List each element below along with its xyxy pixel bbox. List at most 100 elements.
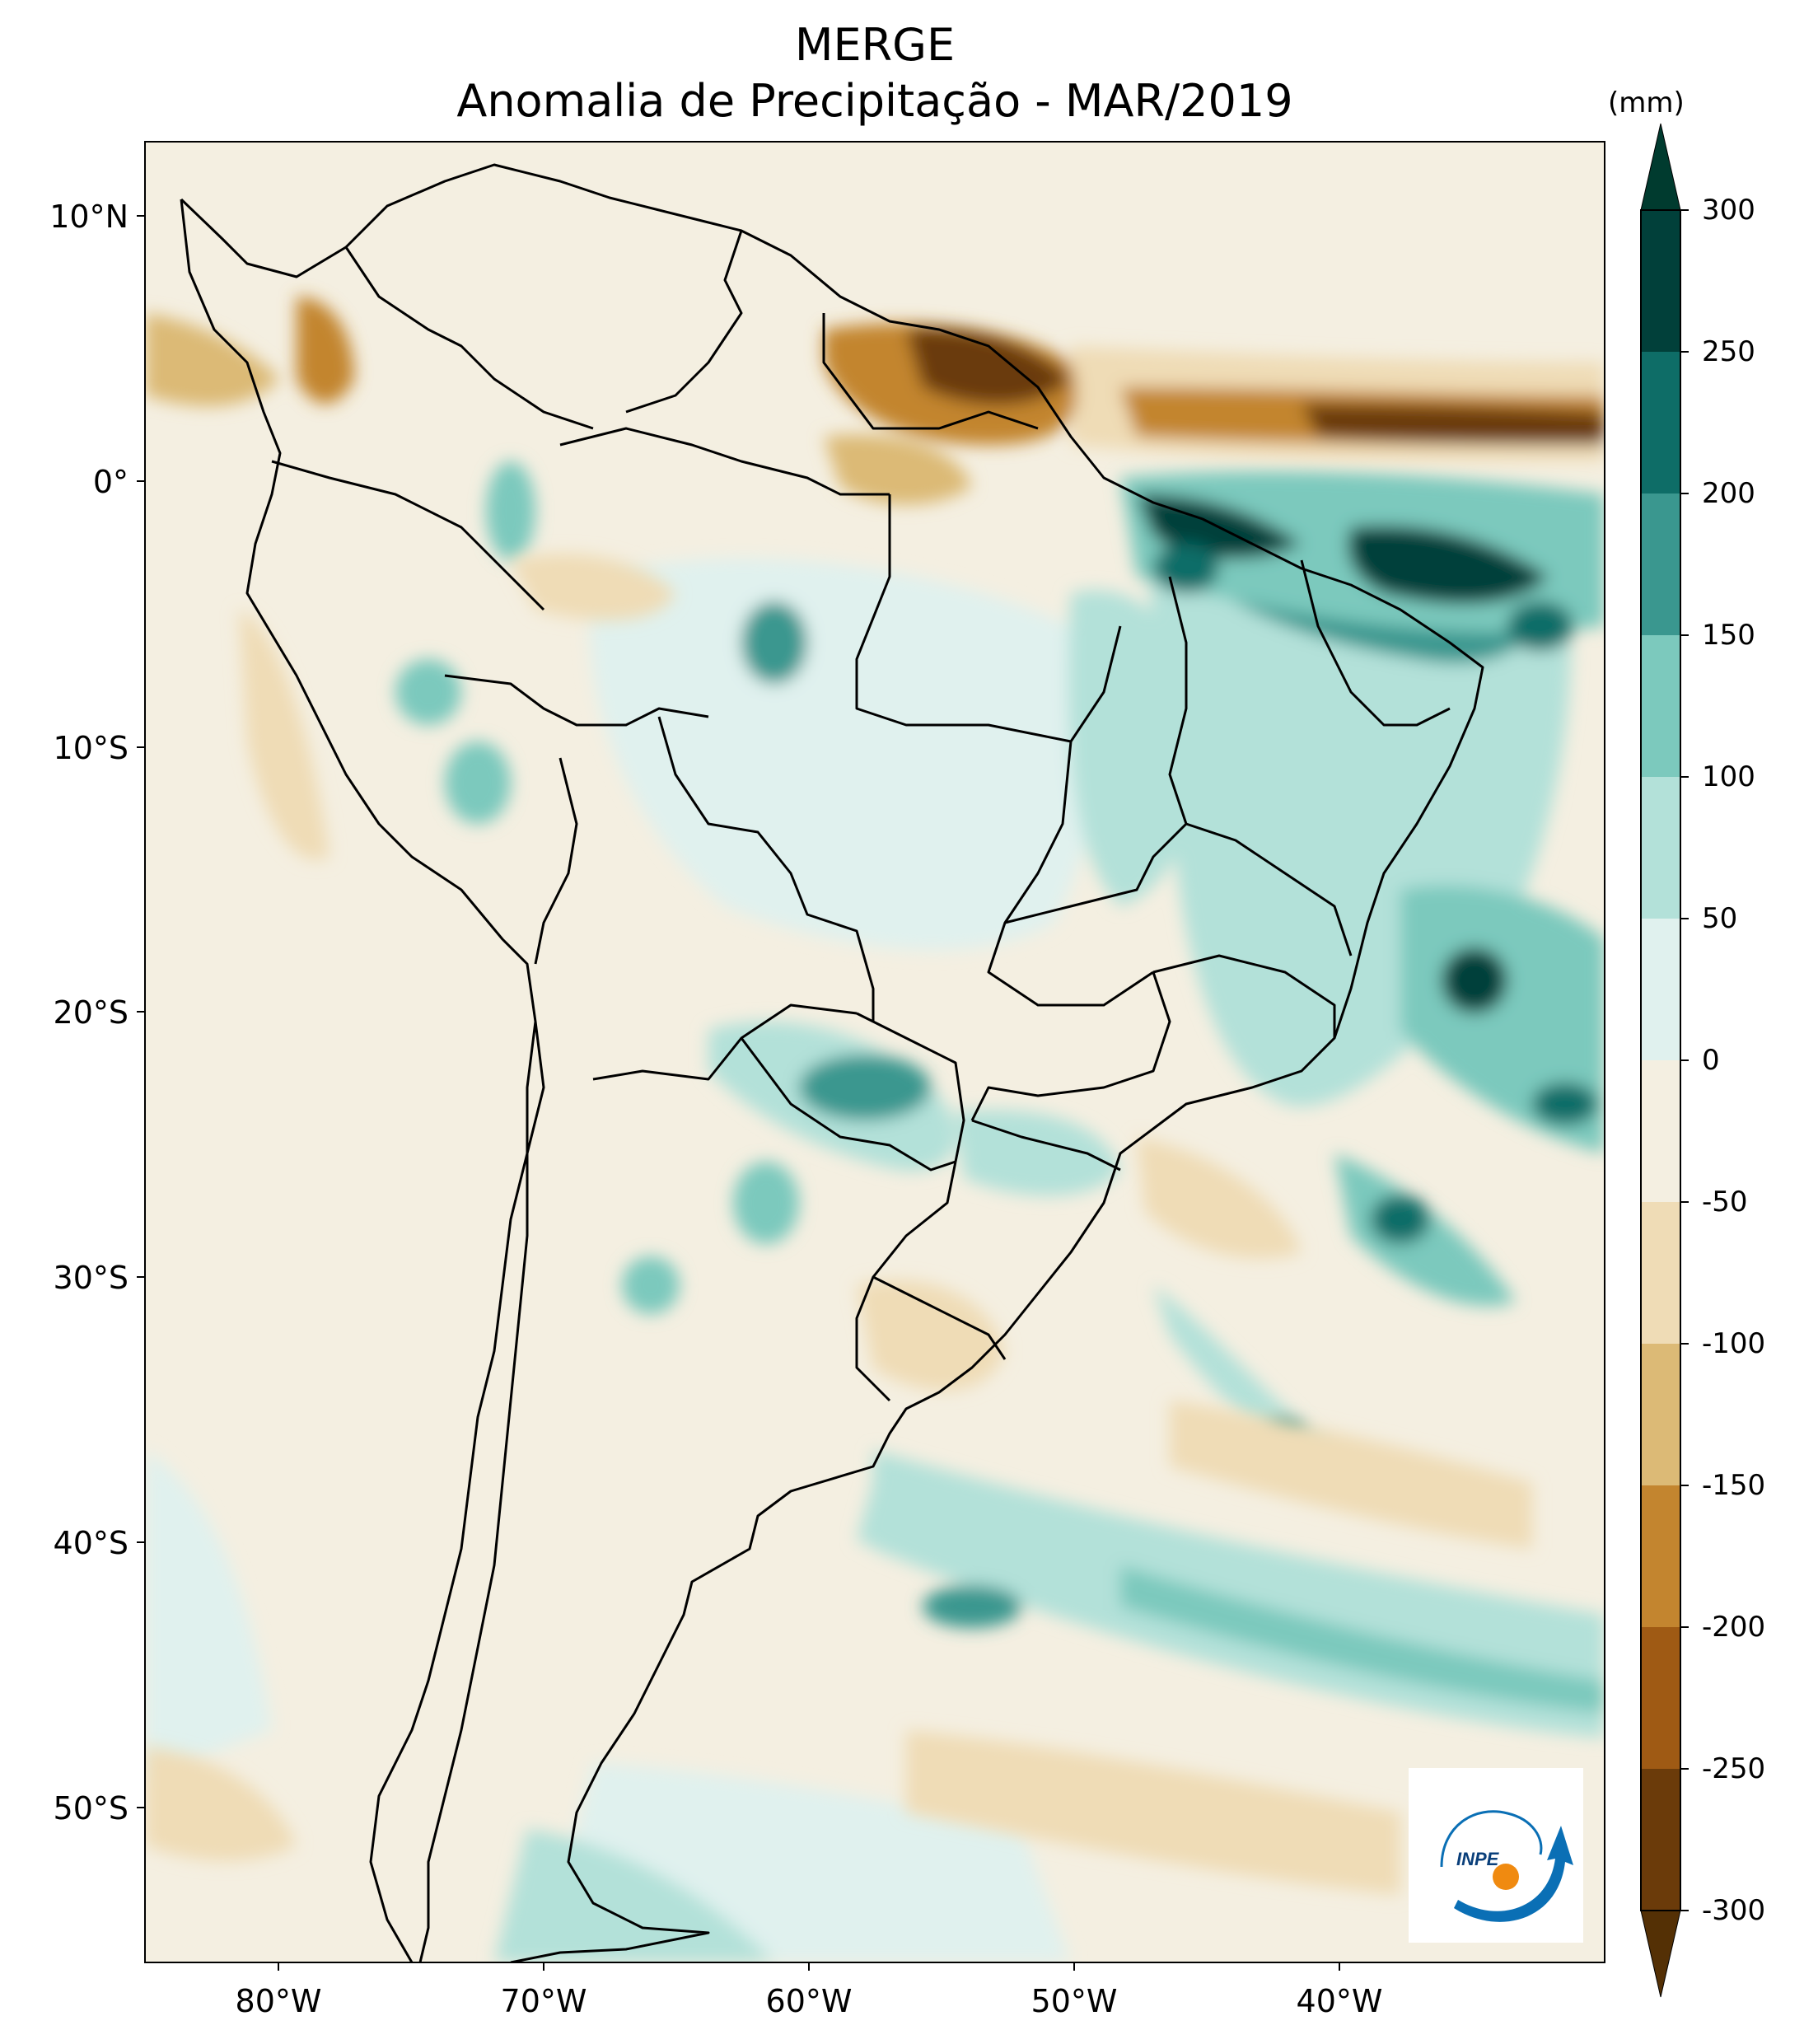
colorbar-tick-label: -50 (1702, 1186, 1748, 1218)
colorbar-segment (1641, 1627, 1680, 1770)
border-guianas (822, 313, 1039, 430)
border-colombia-venezuela (344, 246, 594, 430)
colorbar-tick-label: -100 (1702, 1327, 1766, 1360)
colorbar-tick-label: 250 (1702, 335, 1755, 368)
map-title: MERGE (794, 19, 956, 71)
wet-core-atlantic-east (1442, 947, 1507, 1013)
logo-swoosh-icon (1454, 1826, 1573, 1922)
border-brazil-goias (1004, 822, 1188, 924)
wet-spot-argentina (622, 1256, 680, 1314)
colorbar-tick-label: -200 (1702, 1611, 1766, 1644)
border-brazil-states-east (1300, 559, 1451, 727)
wet-zone-central-brazil (590, 558, 1101, 951)
wet-core-atlantic-mid (1371, 1195, 1430, 1244)
border-uruguay-brazil (872, 1275, 1007, 1360)
anomaly-fill-negative (145, 297, 1605, 1895)
wet-core-ceara-coast (1507, 601, 1573, 651)
lat-label-40s: 40°S (53, 1525, 129, 1561)
map-frame (144, 141, 1605, 1963)
dry-zone-pacific-south (145, 1747, 297, 1861)
colorbar-segment (1641, 352, 1680, 494)
border-peru-brazil (444, 674, 709, 727)
border-brazil-states-north (855, 494, 1072, 743)
south-america-coastline (180, 163, 1484, 1962)
colorbar-extend-bottom (1640, 1910, 1681, 1998)
colorbar-segment (1641, 210, 1680, 353)
map-field (145, 142, 1605, 1962)
wet-core-belem (1153, 544, 1219, 593)
border-brazil-north (559, 427, 890, 496)
wet-band-patagonia (857, 1483, 1096, 1615)
wet-spot-amazon-1 (741, 601, 807, 684)
wet-zone-southern-tip (494, 1829, 774, 1962)
lat-label-30s: 30°S (53, 1260, 129, 1296)
logo-orbit-icon (1440, 1810, 1543, 1868)
colorbar-tick-label: 150 (1702, 619, 1755, 652)
wet-spot-amazon-3 (486, 461, 535, 560)
colorbar-segment (1641, 1769, 1680, 1911)
logo-sun-icon (1493, 1864, 1519, 1890)
dry-zone-atlantic-central (1170, 1401, 1532, 1549)
dry-zone-peru-coast (239, 610, 329, 860)
lon-label-50w: 50°W (1031, 1983, 1118, 2019)
wet-spot-chaco (733, 1162, 799, 1244)
dry-zone-rio-grande-do-sul (857, 1279, 1005, 1391)
logo-text: INPE (1456, 1849, 1500, 1869)
border-peru-bolivia (534, 757, 578, 965)
wet-core-maranhao (1348, 526, 1549, 605)
colorbar-segment (1641, 1202, 1680, 1345)
dry-zone-atlantic-sw (1137, 1137, 1302, 1259)
border-venezuela-guyana (625, 230, 743, 414)
colorbar-segment (1641, 1485, 1680, 1628)
colorbar-tick-label: 300 (1702, 194, 1755, 227)
dry-zone-pacific-north (145, 313, 280, 407)
lon-label-40w: 40°W (1296, 1983, 1383, 2019)
inpe-logo: INPE (1409, 1768, 1583, 1943)
colorbar-tick-label: -150 (1702, 1469, 1766, 1502)
colorbar-extend-top (1640, 123, 1681, 211)
border-brazil-states-central (987, 625, 1154, 1007)
dry-core-north-atlantic (1302, 404, 1605, 445)
colorbar (1640, 123, 1689, 1998)
lat-label-10n: 10°N (49, 199, 129, 235)
wet-spot-patagonia (923, 1585, 1021, 1628)
lat-label-10s: 10°S (53, 730, 129, 766)
border-paraguay-argentina (740, 1037, 956, 1172)
lon-label-60w: 60°W (765, 1983, 853, 2019)
colorbar-segment (1641, 777, 1680, 919)
border-bolivia-paraguay-argentina (592, 1003, 858, 1081)
dry-zone-atlantic-far-south (906, 1730, 1400, 1895)
dry-zone-colombia-coast (297, 297, 354, 404)
lat-ticks (137, 215, 145, 1808)
border-brazil-states-southeast (970, 971, 1171, 1121)
border-brazil-states-sp-mg (1152, 954, 1336, 1038)
colorbar-unit: (mm) (1608, 87, 1685, 119)
wet-zone-uruguay (956, 1110, 1120, 1196)
border-colombia-peru-ecuador (271, 460, 545, 611)
colorbar-segment (1641, 1060, 1680, 1203)
dry-zone-amazon-west (511, 554, 675, 621)
wet-band-atlantic-south (1153, 1285, 1334, 1453)
colorbar-tick-label: 50 (1702, 902, 1738, 935)
colorbar-segment (1641, 635, 1680, 778)
dry-core-guianas (906, 328, 1071, 405)
colorbar-segment (1641, 919, 1680, 1061)
wet-spot-acre (395, 659, 461, 725)
lon-label-80w: 80°W (235, 1983, 322, 2019)
border-paraguay-brazil (856, 1012, 965, 1162)
colorbar-tick-label: -300 (1702, 1894, 1766, 1927)
lat-label-50s: 50°S (53, 1790, 129, 1827)
lat-label-20s: 20°S (53, 994, 129, 1031)
border-chile-argentina (418, 1021, 537, 1962)
colorbar-tick-label: -250 (1702, 1752, 1766, 1785)
wet-spot-amazon-2 (445, 741, 511, 824)
dry-zone-roraima (824, 434, 972, 505)
border-bolivia-brazil (657, 716, 875, 1022)
wet-core-atlantic-south (1532, 1083, 1598, 1125)
colorbar-segment (1641, 1344, 1680, 1486)
wet-zone-southern-cone (145, 1450, 272, 1780)
colorbar-tick-label: 100 (1702, 760, 1755, 793)
wet-band-south-atlantic-core (1120, 1565, 1605, 1714)
colorbar-tick-label: 0 (1702, 1044, 1720, 1077)
